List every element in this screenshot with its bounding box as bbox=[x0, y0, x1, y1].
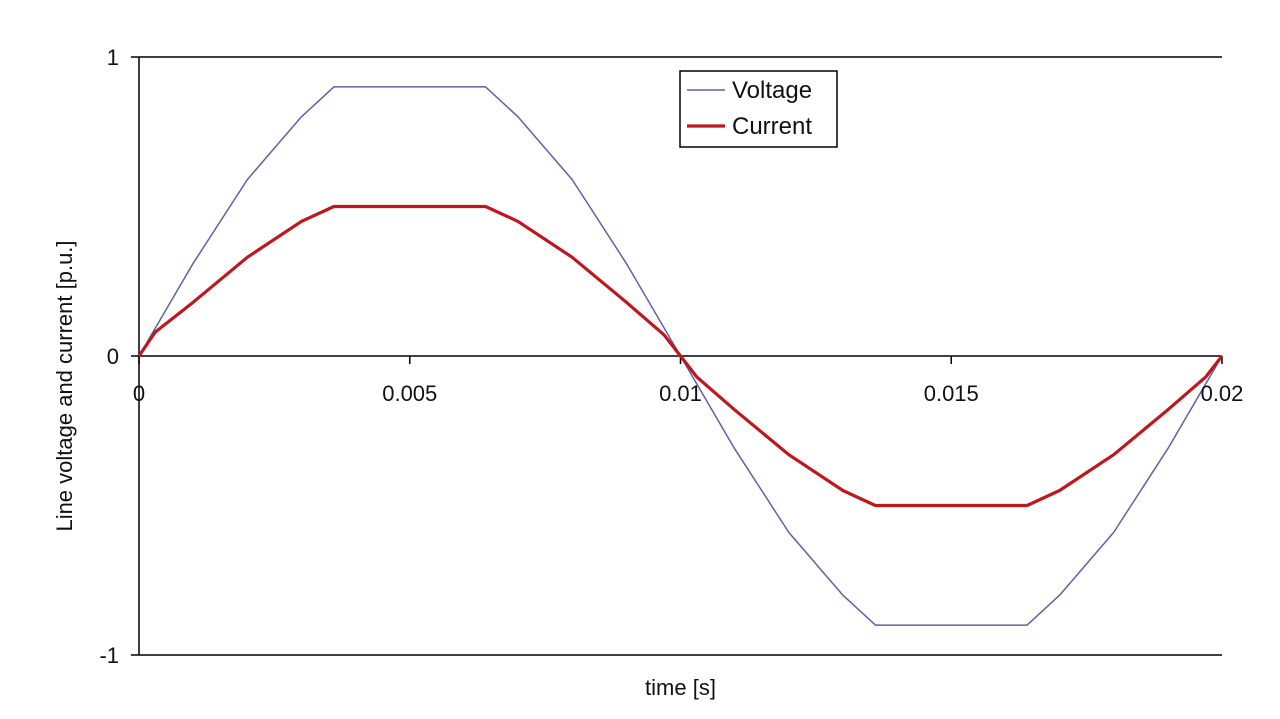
x-tick-label: 0.005 bbox=[382, 381, 437, 406]
x-tick-label: 0.02 bbox=[1201, 381, 1244, 406]
y-tick-label: 0 bbox=[107, 344, 119, 369]
x-tick-label: 0.01 bbox=[659, 381, 702, 406]
legend-label-current: Current bbox=[732, 113, 812, 140]
y-tick-label: -1 bbox=[99, 643, 119, 668]
legend: Voltage Current bbox=[679, 70, 838, 148]
tick-labels: 1 0 -1 0 0.005 0.01 0.015 0.02 bbox=[99, 45, 1243, 668]
x-tick-label: 0.015 bbox=[924, 381, 979, 406]
series-layer bbox=[137, 86, 1224, 626]
legend-box bbox=[679, 70, 838, 148]
series-line-current bbox=[137, 204, 1224, 508]
legend-label-voltage: Voltage bbox=[732, 77, 812, 104]
y-axis-title: Line voltage and current [p.u.] bbox=[52, 240, 77, 531]
x-tick-label: 0 bbox=[133, 381, 145, 406]
x-axis-title: time [s] bbox=[645, 675, 716, 700]
y-tick-label: 1 bbox=[107, 45, 119, 70]
